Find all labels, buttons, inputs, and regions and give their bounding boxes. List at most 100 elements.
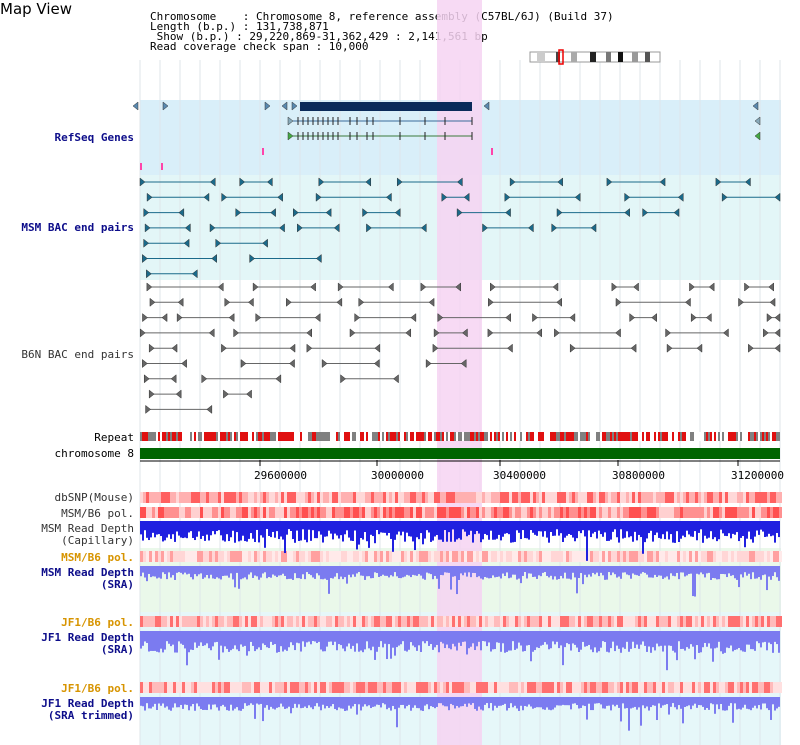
heat-cell	[446, 616, 449, 627]
heat-cell	[473, 492, 476, 503]
repeat-segment	[382, 432, 384, 441]
repeat-segment	[500, 432, 502, 441]
depth-bar	[324, 697, 326, 709]
heat-cell	[209, 507, 212, 518]
heat-cell	[608, 616, 611, 627]
depth-bar	[768, 697, 770, 711]
heat-cell	[638, 492, 641, 503]
repeat-segment	[720, 432, 722, 441]
heat-cell	[350, 492, 353, 503]
repeat-segment	[386, 432, 388, 441]
depth-bar	[368, 521, 370, 548]
heat-cell	[704, 616, 707, 627]
heat-cell	[767, 551, 770, 562]
heat-cell	[578, 507, 581, 518]
track-label-msm-bac[interactable]: MSM BAC end pairs	[21, 221, 134, 234]
depth-bar	[162, 631, 164, 653]
heat-cell	[665, 507, 668, 518]
heat-cell	[599, 616, 602, 627]
heat-cell	[557, 551, 560, 562]
depth-bar	[306, 697, 308, 709]
heat-cell	[758, 507, 761, 518]
heat-cell	[233, 492, 236, 503]
heat-cell	[689, 616, 692, 627]
repeat-segment	[266, 432, 268, 441]
repeat-segment	[452, 432, 454, 441]
depth-bar	[548, 521, 550, 543]
heat-cell	[401, 551, 404, 562]
repeat-segment	[278, 432, 280, 441]
depth-bar	[680, 631, 682, 649]
depth-bar	[656, 521, 658, 533]
heat-cell	[248, 551, 251, 562]
repeat-segment	[734, 432, 736, 441]
heat-cell	[185, 507, 188, 518]
feature-arrow	[774, 313, 781, 323]
depth-bar	[658, 631, 660, 647]
repeat-segment	[680, 432, 682, 441]
depth-bar	[694, 566, 696, 597]
heat-cell	[287, 682, 290, 693]
depth-bar	[188, 697, 190, 711]
heat-cell	[677, 507, 680, 518]
depth-bar	[210, 566, 212, 575]
depth-bar	[638, 521, 640, 535]
depth-bar	[778, 566, 780, 581]
repeat-segment	[592, 432, 594, 441]
repeat-segment	[638, 432, 640, 441]
heat-cell	[764, 551, 767, 562]
heat-cell	[296, 682, 299, 693]
depth-bar	[468, 521, 470, 535]
heat-cell	[254, 492, 257, 503]
depth-bar	[210, 697, 212, 710]
feature-arrow	[488, 297, 494, 307]
depth-bar	[404, 697, 406, 709]
depth-bar	[392, 566, 394, 577]
heat-cell	[590, 492, 593, 503]
depth-bar	[248, 631, 250, 652]
depth-bar	[360, 566, 362, 576]
heat-cell	[500, 616, 503, 627]
depth-bar	[610, 631, 612, 649]
depth-bar	[158, 697, 160, 704]
depth-bar	[470, 566, 472, 578]
depth-bar	[568, 631, 570, 645]
heat-cell	[506, 507, 509, 518]
heat-cell	[392, 492, 395, 503]
repeat-segment	[446, 432, 448, 441]
track-label-refseq[interactable]: RefSeq Genes	[54, 131, 134, 144]
depth-bar	[744, 566, 746, 573]
repeat-segment	[448, 432, 450, 441]
heat-cell	[491, 551, 494, 562]
repeat-segment	[520, 432, 522, 441]
depth-bar	[260, 631, 262, 650]
depth-bar	[566, 566, 568, 579]
depth-bar	[454, 631, 456, 647]
depth-bar	[356, 566, 358, 574]
heat-cell	[620, 682, 623, 693]
heat-cell	[323, 682, 326, 693]
heat-cell	[155, 492, 158, 503]
depth-bar	[162, 521, 164, 542]
depth-bar	[230, 631, 232, 651]
heat-cell	[227, 616, 230, 627]
depth-bar	[444, 521, 446, 531]
track-label-b6n-bac[interactable]: B6N BAC end pairs	[21, 348, 134, 361]
heat-cell	[317, 682, 320, 693]
depth-bar	[558, 697, 560, 706]
heat-cell	[617, 616, 620, 627]
depth-bar	[418, 631, 420, 646]
feature-arrow	[224, 297, 231, 307]
depth-bar	[426, 566, 428, 573]
heat-cell	[635, 682, 638, 693]
heat-cell	[575, 551, 578, 562]
depth-bar	[638, 566, 640, 576]
feature-arrow	[774, 192, 781, 202]
depth-bar	[738, 521, 740, 542]
heat-cell	[248, 492, 251, 503]
repeat-segment	[268, 432, 270, 441]
depth-bar	[156, 521, 158, 535]
depth-bar	[628, 697, 630, 731]
depth-bar	[728, 697, 730, 706]
